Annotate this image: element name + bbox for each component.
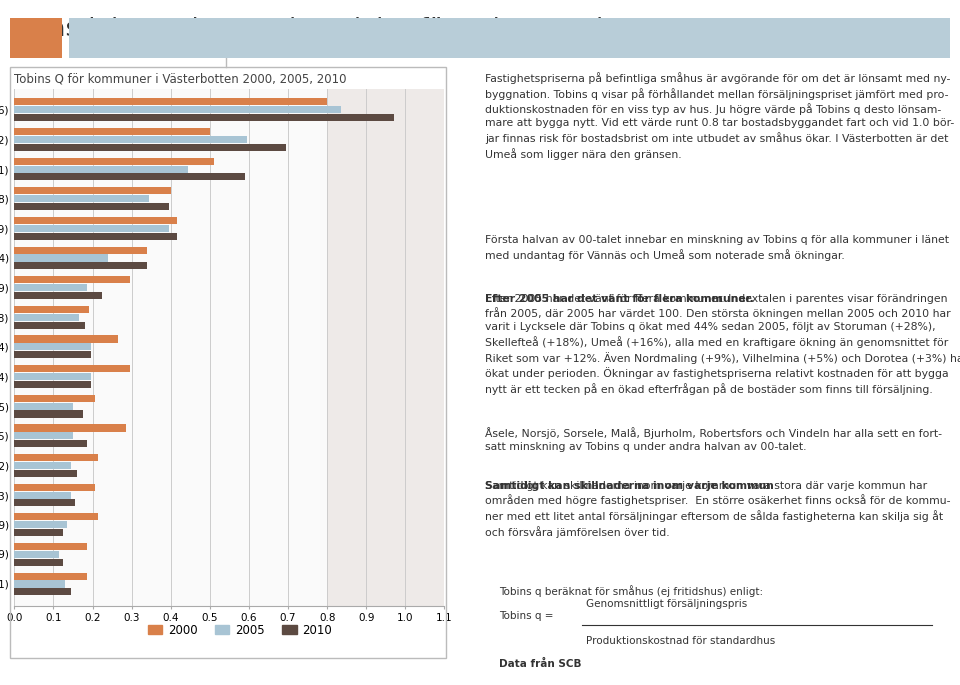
Bar (14, 410, 83, 418)
Bar (14, 262, 147, 269)
Bar (14, 144, 286, 151)
Text: Efter 2005 har det vänt för flera kommuner. Indextalen i parentes visar förändri: Efter 2005 har det vänt för flera kommun… (485, 294, 960, 395)
Bar (14, 276, 130, 284)
Bar (14, 499, 75, 506)
Bar (14, 551, 60, 558)
Bar (14, 158, 214, 165)
Legend: 2000, 2005, 2010: 2000, 2005, 2010 (148, 624, 332, 636)
Bar (14, 432, 73, 439)
Text: Fastighetsprisernas betydelse för nybyggnation: Fastighetsprisernas betydelse för nybygg… (38, 17, 635, 41)
Bar (14, 559, 63, 566)
Bar (14, 284, 86, 291)
Bar (14, 166, 188, 173)
Bar (14, 106, 341, 113)
Bar (14, 381, 90, 388)
Bar (14, 365, 130, 372)
Bar (14, 128, 210, 135)
Text: Genomsnittligt försäljningspris: Genomsnittligt försäljningspris (587, 599, 748, 609)
Text: Produktionskostnad för standardhus: Produktionskostnad för standardhus (587, 636, 776, 646)
Bar (14, 395, 94, 402)
Bar (14, 580, 65, 588)
Text: Tobins q beräknat för småhus (ej fritidshus) enligt:: Tobins q beräknat för småhus (ej fritids… (498, 586, 763, 597)
Bar (14, 195, 150, 202)
Bar (14, 484, 94, 490)
Bar (14, 573, 86, 580)
Text: Samtidigt kan skillnaderna inom varje kommun: Samtidigt kan skillnaderna inom varje ko… (485, 481, 774, 490)
Bar (14, 351, 90, 358)
Text: Tobins q =: Tobins q = (498, 611, 553, 621)
Text: Åsele, Norsjö, Sorsele, Malå, Bjurholm, Robertsfors och Vindeln har alla sett en: Åsele, Norsjö, Sorsele, Malå, Bjurholm, … (485, 427, 942, 452)
Bar (14, 306, 88, 313)
Bar (14, 470, 77, 477)
Bar (14, 492, 71, 499)
Text: KONJUNKTURLÄGE VÄSTERBOTTEN HÖSTEN 2011: KONJUNKTURLÄGE VÄSTERBOTTEN HÖSTEN 2011 (657, 34, 946, 46)
Bar (14, 543, 86, 550)
Bar (14, 343, 90, 351)
Text: Fastighetspriserna på befintliga småhus är avgörande för om det är lönsamt med n: Fastighetspriserna på befintliga småhus … (485, 72, 954, 160)
Bar (14, 99, 327, 105)
Bar (14, 462, 71, 469)
Bar (14, 440, 86, 447)
Bar (14, 254, 108, 262)
Bar (14, 114, 394, 121)
Bar (14, 373, 90, 380)
Bar (14, 513, 99, 521)
Bar (14, 529, 63, 536)
Bar (327, 89, 444, 606)
Bar (14, 225, 169, 232)
Text: Samtidigt kan skillnaderna inom varje kommun vara stora där varje kommun har
omr: Samtidigt kan skillnaderna inom varje ko… (485, 481, 950, 538)
Bar (14, 425, 126, 432)
Bar (14, 454, 99, 461)
Bar (14, 187, 171, 195)
Bar (14, 521, 67, 528)
Bar (14, 136, 247, 143)
Bar (14, 217, 177, 224)
Text: Första halvan av 00-talet innebar en minskning av Tobins q för alla kommuner i l: Första halvan av 00-talet innebar en min… (485, 235, 948, 260)
Text: Data från SCB: Data från SCB (498, 658, 581, 669)
Text: Tobins Q för kommuner i Västerbotten 2000, 2005, 2010: Tobins Q för kommuner i Västerbotten 200… (14, 72, 347, 85)
Bar (14, 173, 245, 180)
FancyBboxPatch shape (475, 573, 955, 679)
Bar (14, 203, 169, 210)
Text: Efter 2005 har det vänt för flera kommuner.: Efter 2005 har det vänt för flera kommun… (485, 294, 754, 303)
Bar (14, 336, 118, 342)
Bar (14, 403, 73, 410)
Bar (14, 292, 103, 299)
Bar (14, 588, 71, 595)
Bar (14, 247, 147, 253)
Bar (14, 233, 177, 240)
Bar (14, 314, 79, 321)
Bar (14, 321, 84, 329)
